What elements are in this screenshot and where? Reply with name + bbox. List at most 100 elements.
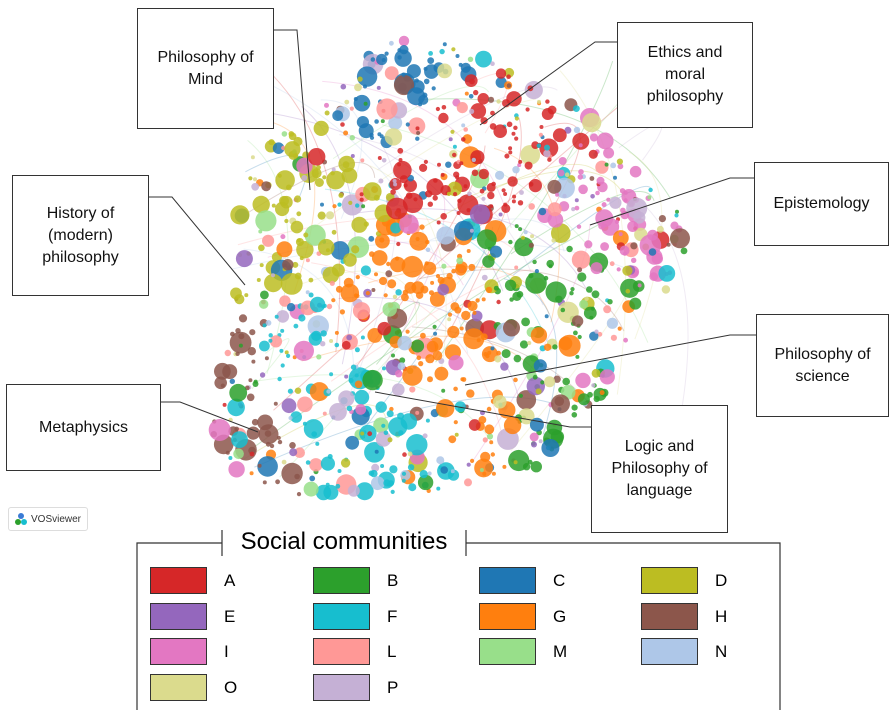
node [229, 331, 252, 354]
node [397, 55, 402, 60]
node [508, 146, 513, 151]
node [482, 255, 495, 268]
node [359, 197, 364, 202]
node [577, 174, 583, 180]
leader-line [589, 177, 754, 226]
node [493, 124, 508, 138]
node [455, 54, 460, 58]
node [448, 355, 464, 371]
node [432, 324, 437, 329]
node [448, 137, 453, 142]
node [273, 401, 278, 406]
leader-line [464, 334, 756, 386]
node [382, 302, 397, 317]
node [451, 47, 456, 52]
node [547, 212, 564, 228]
node [427, 201, 433, 207]
node [374, 119, 379, 124]
node [459, 161, 464, 166]
node [600, 242, 609, 251]
node [524, 81, 543, 100]
node [252, 381, 259, 387]
node [481, 274, 488, 281]
node [337, 202, 342, 207]
node [282, 259, 294, 271]
node [447, 312, 453, 317]
node [255, 210, 277, 232]
node [472, 310, 477, 315]
legend-swatch [313, 674, 370, 701]
edge [311, 262, 503, 435]
node [528, 181, 534, 187]
node [471, 157, 476, 163]
node [578, 143, 583, 148]
node [351, 245, 360, 254]
node [224, 349, 231, 357]
node [329, 372, 334, 377]
node [617, 326, 622, 331]
node [552, 128, 567, 143]
node [394, 49, 412, 67]
node [571, 207, 576, 212]
node [595, 209, 614, 228]
node [381, 158, 387, 163]
node [416, 131, 421, 135]
node [446, 191, 451, 196]
node [230, 205, 250, 225]
node [511, 199, 516, 204]
node [250, 155, 255, 160]
node [401, 72, 406, 77]
node [518, 227, 523, 232]
node [317, 238, 335, 256]
node [514, 265, 519, 270]
node [478, 416, 487, 424]
node [350, 364, 357, 370]
node [437, 283, 450, 296]
node [566, 245, 573, 253]
node [523, 230, 528, 235]
node [326, 170, 345, 190]
node [375, 233, 390, 249]
edge [618, 123, 663, 161]
node [440, 213, 448, 220]
node [415, 136, 420, 141]
node [253, 177, 257, 182]
node [496, 99, 501, 104]
edge [381, 124, 649, 343]
node [320, 202, 324, 207]
node [425, 418, 430, 423]
node [293, 136, 303, 147]
node [365, 291, 370, 296]
node [606, 197, 611, 202]
node [340, 83, 347, 90]
node [649, 272, 658, 281]
node [252, 195, 270, 214]
node [324, 110, 330, 116]
legend-label: I [224, 642, 229, 661]
node [487, 350, 492, 355]
node [609, 261, 615, 267]
node [357, 76, 363, 82]
node [320, 330, 327, 337]
node [332, 110, 344, 121]
node [409, 386, 416, 393]
node [547, 105, 557, 115]
node [401, 293, 409, 302]
node [315, 441, 320, 446]
node [599, 390, 605, 396]
node [392, 383, 405, 397]
node [564, 172, 570, 177]
node [466, 389, 475, 398]
node [281, 131, 288, 137]
node [303, 481, 319, 497]
node [326, 389, 331, 394]
node [584, 240, 593, 249]
legend-label: E [224, 607, 236, 626]
node [259, 299, 269, 309]
node [447, 317, 452, 322]
node [390, 189, 396, 195]
leader-line [273, 29, 311, 191]
node [294, 387, 302, 394]
node [345, 435, 360, 450]
node [309, 382, 329, 402]
